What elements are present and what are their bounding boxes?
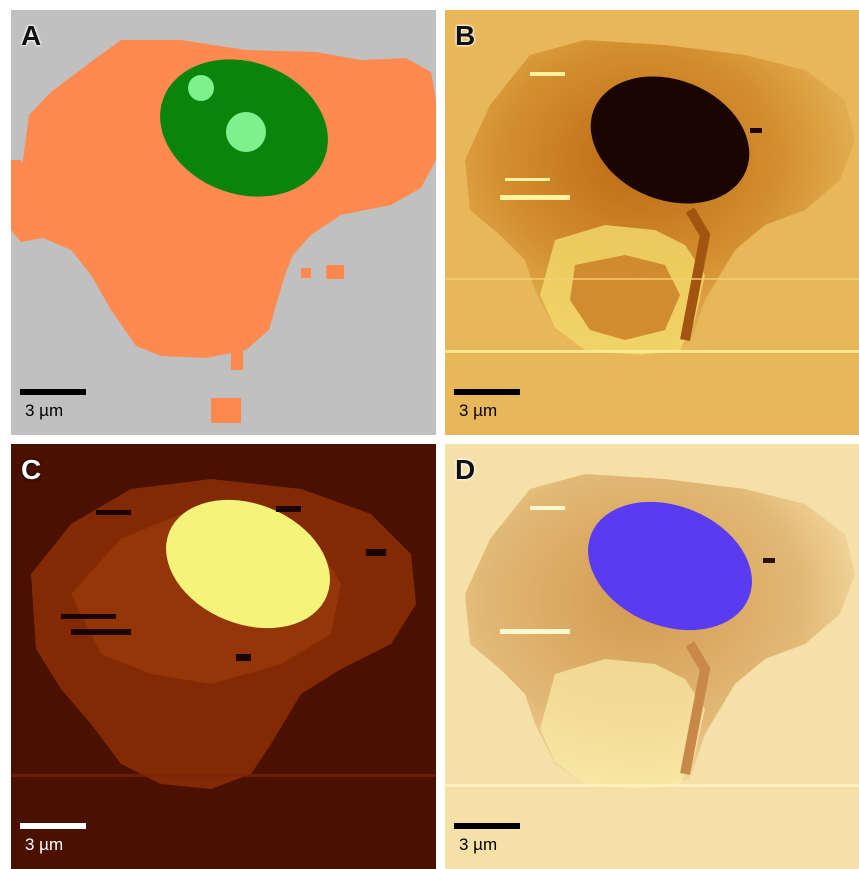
overlay-image (445, 444, 859, 869)
scale-bar-label: 3 µm (459, 835, 498, 854)
topography-image (445, 10, 859, 435)
nucleus-overlay (588, 501, 752, 631)
cytoplasm-region (11, 40, 436, 358)
panel-label: D (455, 454, 476, 485)
panel-b-topography: B 3 µm (445, 10, 859, 435)
cytoplasm-fragment (231, 345, 243, 370)
scale-bar (454, 823, 520, 829)
segmentation-map (11, 10, 436, 435)
scale-bar (20, 823, 86, 829)
panel-label: C (21, 454, 42, 485)
scale-bar-label: 3 µm (25, 835, 64, 854)
scale-bar (454, 389, 520, 395)
panel-c-fluorescence: C 3 µm (11, 444, 436, 869)
panel-a-segmentation: A 3 µm (11, 10, 436, 435)
cytoplasm-fragment (326, 265, 344, 279)
cytoplasm-fragment (211, 398, 241, 423)
panel-label: A (21, 20, 42, 51)
nucleus-dark (590, 76, 750, 204)
panel-label: B (455, 20, 476, 51)
nucleolus-region (188, 75, 214, 101)
fluorescence-image (11, 444, 436, 869)
nucleolus-region (226, 112, 266, 152)
scale-bar-label: 3 µm (459, 401, 498, 420)
scale-bar (20, 389, 86, 395)
scale-bar-label: 3 µm (25, 401, 64, 420)
nucleus-bright (166, 499, 330, 629)
panel-d-overlay: D 3 µm (445, 444, 859, 869)
